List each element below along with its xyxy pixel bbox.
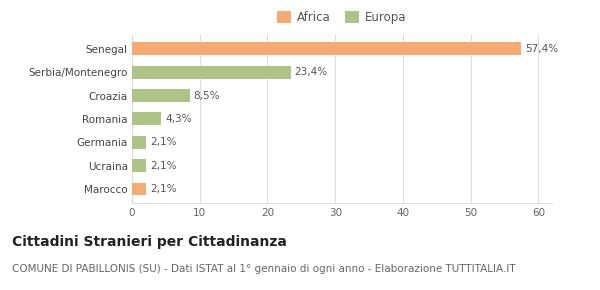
Bar — [132, 89, 190, 102]
Bar — [132, 136, 146, 149]
Text: 8,5%: 8,5% — [194, 90, 220, 101]
Text: 2,1%: 2,1% — [150, 184, 177, 194]
Text: 57,4%: 57,4% — [525, 44, 558, 54]
Text: COMUNE DI PABILLONIS (SU) - Dati ISTAT al 1° gennaio di ogni anno - Elaborazione: COMUNE DI PABILLONIS (SU) - Dati ISTAT a… — [12, 264, 515, 274]
Legend: Africa, Europa: Africa, Europa — [272, 6, 412, 28]
Bar — [132, 113, 161, 125]
Bar — [132, 42, 521, 55]
Bar — [132, 159, 146, 172]
Text: 2,1%: 2,1% — [150, 137, 177, 147]
Bar — [132, 182, 146, 195]
Text: 2,1%: 2,1% — [150, 161, 177, 171]
Bar — [132, 66, 290, 79]
Text: Cittadini Stranieri per Cittadinanza: Cittadini Stranieri per Cittadinanza — [12, 235, 287, 249]
Text: 23,4%: 23,4% — [295, 67, 328, 77]
Text: 4,3%: 4,3% — [165, 114, 191, 124]
